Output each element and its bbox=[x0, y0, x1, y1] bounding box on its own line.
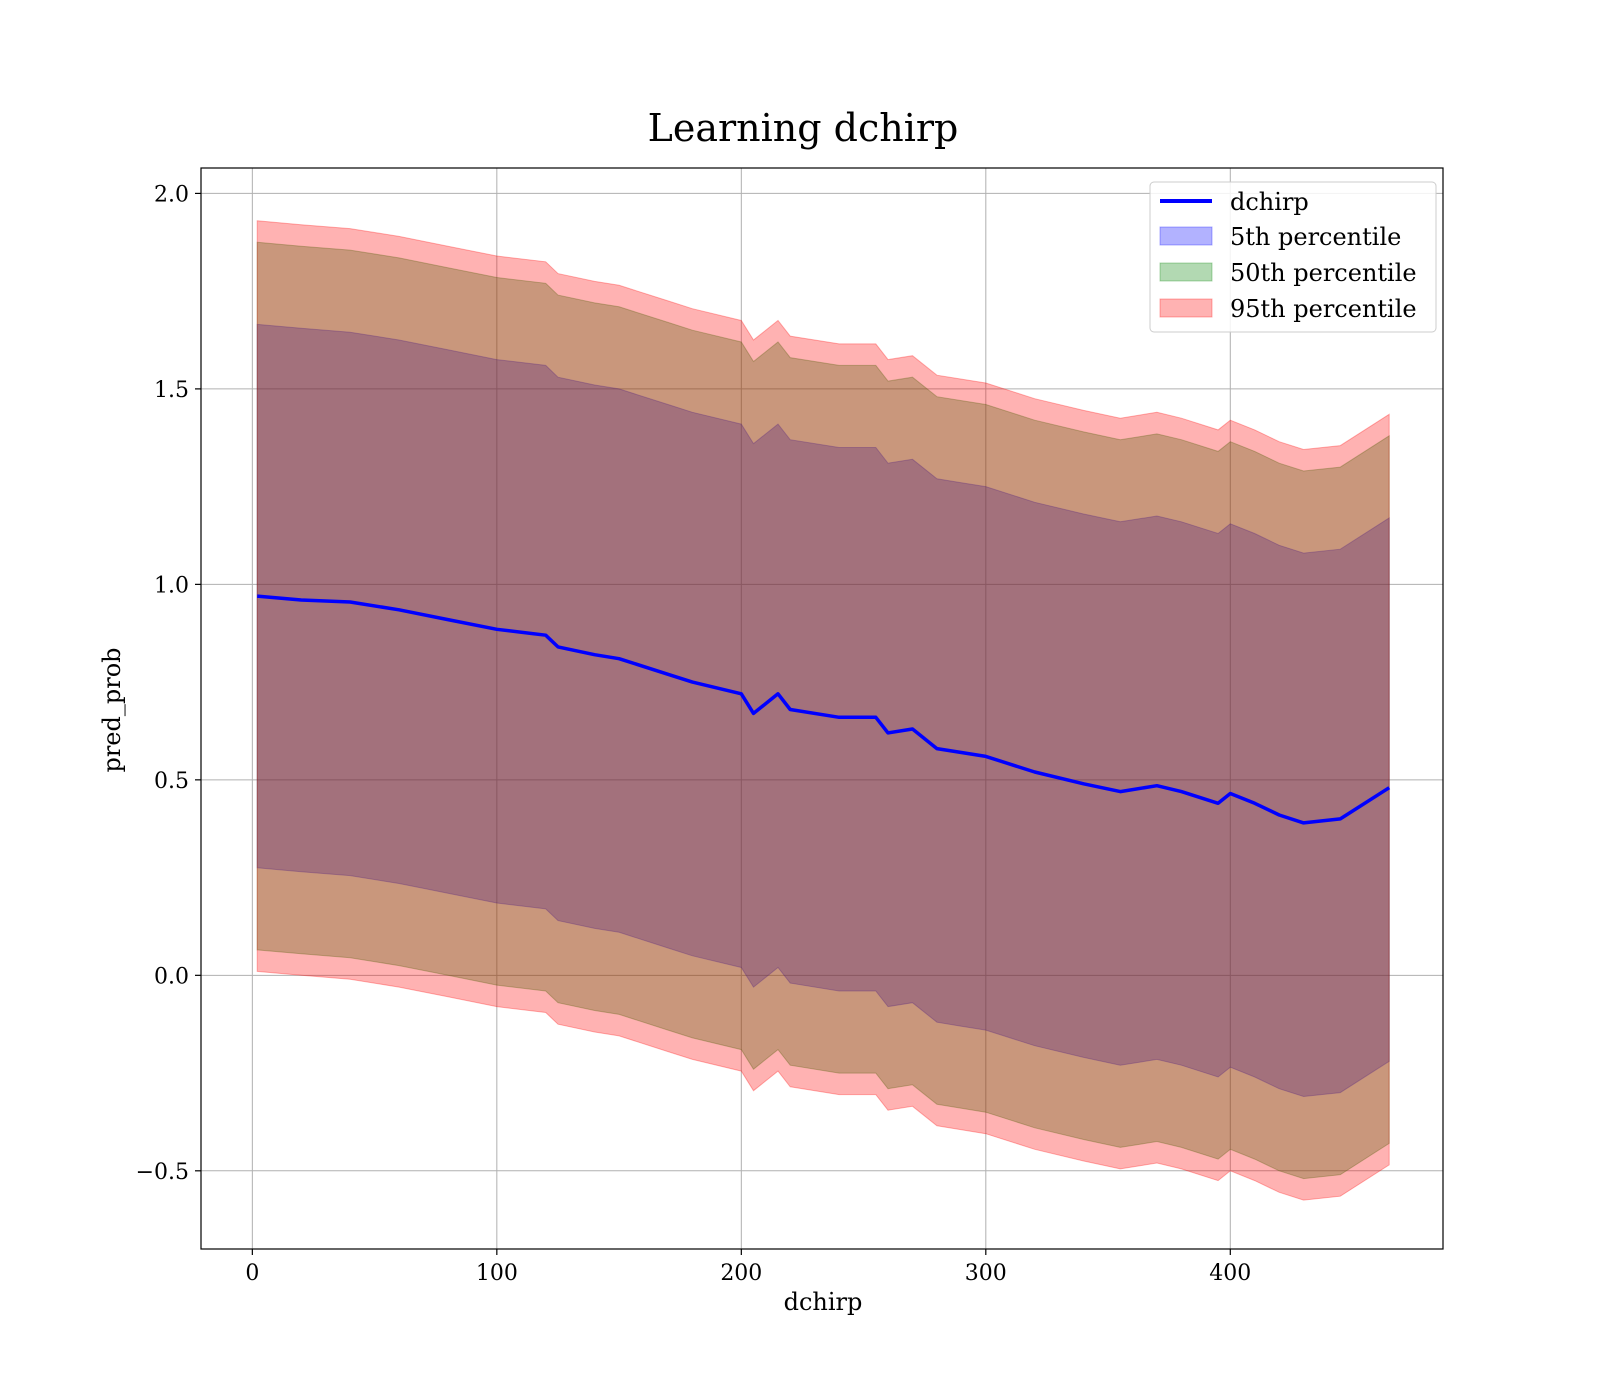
plot-frame bbox=[200, 167, 1444, 1250]
y-tick-label: 1.5 bbox=[154, 378, 189, 403]
y-tick-label: −0.5 bbox=[136, 1160, 189, 1185]
grid bbox=[201, 168, 1443, 1249]
x-tick-label: 400 bbox=[1209, 1261, 1251, 1286]
x-axis-ticks: 0 100 200 300 400 bbox=[245, 1249, 1251, 1286]
x-tick-label: 200 bbox=[720, 1261, 762, 1286]
legend-swatch-50th bbox=[1159, 262, 1213, 282]
legend-label-95th: 95th percentile bbox=[1230, 295, 1417, 323]
legend-label-50th: 50th percentile bbox=[1230, 259, 1417, 287]
legend-label-5th: 5th percentile bbox=[1230, 223, 1401, 251]
x-tick-label: 0 bbox=[245, 1261, 259, 1286]
chart-title: Learning dchirp bbox=[648, 106, 959, 150]
x-tick-label: 100 bbox=[476, 1261, 518, 1286]
legend-swatch-95th bbox=[1159, 298, 1213, 318]
legend-swatch-5th bbox=[1159, 226, 1213, 246]
percentile-bands bbox=[256, 220, 1390, 1201]
y-tick-label: 1.0 bbox=[154, 573, 189, 598]
band-50th-percentile bbox=[256, 241, 1390, 1180]
band-95th-percentile bbox=[256, 220, 1390, 1201]
x-tick-label: 300 bbox=[965, 1261, 1007, 1286]
y-axis-label: pred_prob bbox=[98, 647, 126, 772]
y-tick-label: 2.0 bbox=[154, 182, 189, 207]
y-tick-label: 0.0 bbox=[154, 964, 189, 989]
legend-label-dchirp: dchirp bbox=[1230, 188, 1309, 216]
x-axis-label: dchirp bbox=[784, 1288, 863, 1316]
legend: dchirp 5th percentile 50th percentile 95… bbox=[1149, 181, 1437, 333]
band-5th-percentile bbox=[256, 323, 1390, 1098]
y-tick-label: 0.5 bbox=[154, 769, 189, 794]
series-lines bbox=[257, 594, 1391, 825]
legend-frame bbox=[1149, 181, 1437, 333]
y-axis-ticks: −0.5 0.0 0.5 1.0 1.5 2.0 bbox=[136, 182, 201, 1185]
line-dchirp bbox=[257, 594, 1391, 825]
